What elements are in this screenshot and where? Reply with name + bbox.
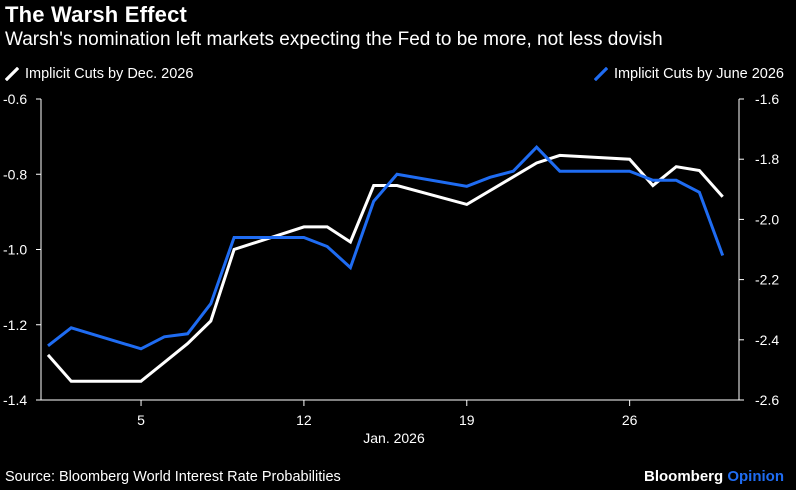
series-line-dec-2026 [46,153,724,383]
legend-swatch-white [5,67,19,81]
left-y-tick-label: -1.4 [3,392,27,408]
x-tick-label: 5 [137,412,145,428]
left-y-tick-label: -0.8 [3,166,27,182]
x-axis-title: Jan. 2026 [363,430,425,446]
legend-item-june-2026: Implicit Cuts by June 2026 [593,66,784,82]
chart-subtitle: Warsh's nomination left markets expectin… [5,29,663,50]
right-y-tick-label: -1.8 [755,151,779,167]
series-line-june-2026 [47,145,725,351]
left-y-tick-label: -0.6 [3,91,27,107]
brand-name: Bloomberg [644,468,724,485]
x-tick-label: 12 [296,412,312,428]
right-y-tick-label: -1.6 [755,91,779,107]
legend-swatch-blue [593,67,608,81]
legend-item-dec-2026: Implicit Cuts by Dec. 2026 [5,66,193,82]
source-note: Source: Bloomberg World Interest Rate Pr… [5,469,341,485]
right-y-tick-label: -2.2 [755,272,779,288]
legend-label-dec-2026: Implicit Cuts by Dec. 2026 [25,66,194,82]
brand-logo: Bloomberg Opinion [644,468,784,485]
left-y-tick-label: -1.2 [3,317,27,333]
legend-label-june-2026: Implicit Cuts by June 2026 [613,66,784,82]
right-y-tick-label: -2.4 [755,332,779,348]
brand-suffix: Opinion [727,468,784,485]
right-y-tick-label: -2.0 [755,211,779,227]
right-y-tick-label: -2.6 [755,392,779,408]
chart-title: The Warsh Effect [5,2,188,27]
x-tick-label: 19 [459,412,475,428]
x-tick-label: 26 [622,412,638,428]
left-y-tick-label: -1.0 [3,242,27,258]
